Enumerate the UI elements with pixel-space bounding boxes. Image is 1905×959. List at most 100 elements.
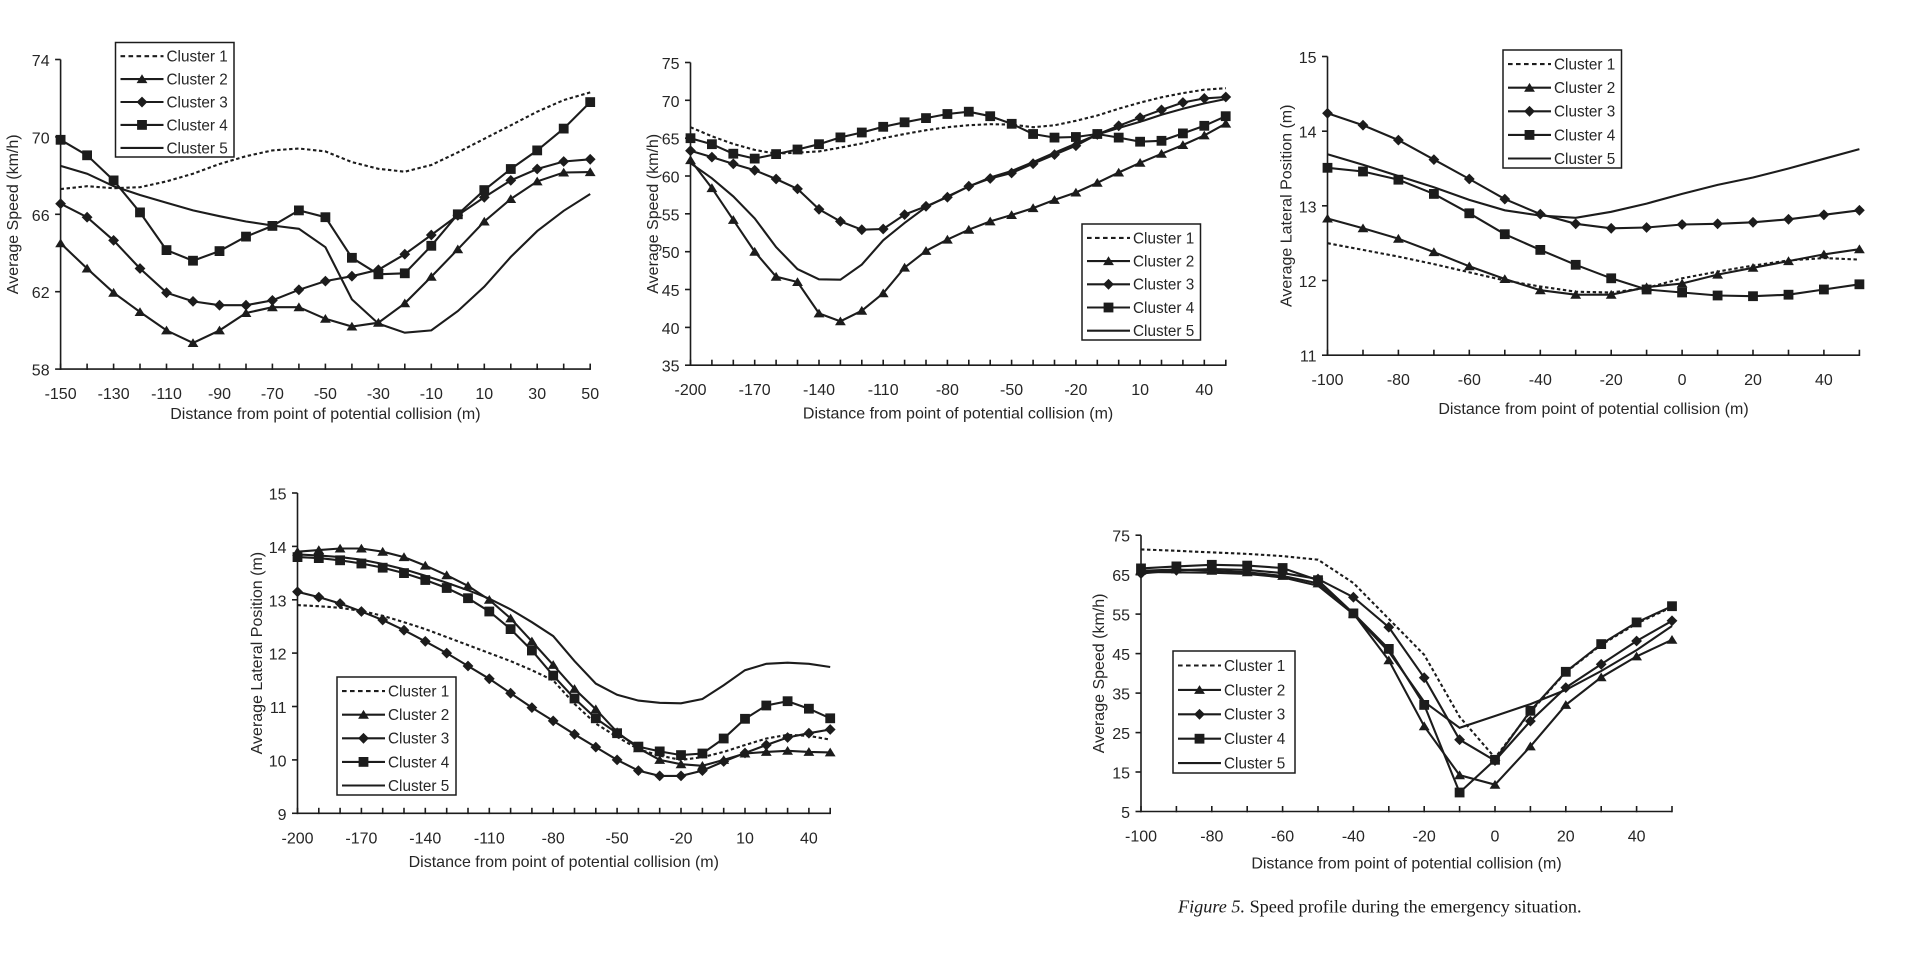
svg-text:Cluster 1: Cluster 1 <box>1224 658 1285 675</box>
svg-text:Cluster 5: Cluster 5 <box>388 778 449 795</box>
svg-text:Cluster 5: Cluster 5 <box>1554 151 1615 168</box>
svg-text:-110: -110 <box>151 386 182 403</box>
svg-text:-20: -20 <box>669 830 692 847</box>
svg-text:-140: -140 <box>803 382 835 399</box>
svg-text:-170: -170 <box>739 382 771 399</box>
svg-text:Cluster 4: Cluster 4 <box>1133 300 1195 317</box>
svg-text:65: 65 <box>1112 568 1130 585</box>
svg-text:Cluster 4: Cluster 4 <box>167 117 229 134</box>
svg-text:Cluster 1: Cluster 1 <box>1133 230 1194 247</box>
svg-text:-80: -80 <box>542 830 565 847</box>
svg-text:Cluster 3: Cluster 3 <box>388 731 449 748</box>
svg-text:-40: -40 <box>1342 829 1365 846</box>
svg-text:-140: -140 <box>409 830 441 847</box>
svg-text:40: 40 <box>1815 372 1833 389</box>
svg-text:-110: -110 <box>868 382 899 399</box>
svg-text:Cluster 3: Cluster 3 <box>1554 104 1615 121</box>
svg-text:10: 10 <box>736 830 754 847</box>
svg-text:55: 55 <box>662 207 680 224</box>
svg-text:15: 15 <box>269 487 287 504</box>
svg-text:74: 74 <box>32 53 50 70</box>
svg-text:Distance from point of potenti: Distance from point of potential collisi… <box>1438 401 1748 418</box>
svg-text:55: 55 <box>1112 608 1130 625</box>
svg-text:Distance from point of potenti: Distance from point of potential collisi… <box>409 854 719 871</box>
svg-text:25: 25 <box>1112 726 1130 743</box>
svg-text:14: 14 <box>1299 125 1317 142</box>
svg-text:50: 50 <box>581 386 599 403</box>
svg-text:10: 10 <box>1131 382 1149 399</box>
svg-text:-80: -80 <box>936 382 959 399</box>
svg-text:Cluster 3: Cluster 3 <box>1133 277 1194 294</box>
svg-text:-130: -130 <box>98 386 130 403</box>
svg-text:40: 40 <box>800 830 818 847</box>
svg-text:-20: -20 <box>1413 829 1436 846</box>
svg-text:Figure 5. Speed profile during: Figure 5. Speed profile during the emerg… <box>1177 897 1582 917</box>
svg-text:35: 35 <box>1112 687 1130 704</box>
svg-text:75: 75 <box>1112 529 1130 546</box>
svg-text:20: 20 <box>1744 372 1762 389</box>
svg-text:70: 70 <box>662 94 680 111</box>
svg-text:62: 62 <box>32 285 50 302</box>
svg-text:-20: -20 <box>1600 372 1623 389</box>
svg-text:Cluster 4: Cluster 4 <box>1224 731 1286 748</box>
svg-text:0: 0 <box>1678 372 1687 389</box>
svg-text:-70: -70 <box>261 386 284 403</box>
svg-text:-10: -10 <box>420 386 443 403</box>
svg-text:40: 40 <box>662 321 680 338</box>
svg-text:-200: -200 <box>674 382 706 399</box>
svg-text:-200: -200 <box>281 830 313 847</box>
svg-text:45: 45 <box>662 283 680 300</box>
svg-text:13: 13 <box>1299 199 1317 216</box>
svg-text:30: 30 <box>528 386 546 403</box>
svg-text:Cluster 2: Cluster 2 <box>167 72 228 89</box>
svg-text:10: 10 <box>269 753 287 770</box>
svg-text:12: 12 <box>269 647 287 664</box>
svg-text:-170: -170 <box>345 830 377 847</box>
svg-text:-90: -90 <box>208 386 231 403</box>
svg-text:40: 40 <box>1628 829 1646 846</box>
svg-text:Average Lateral Position (m): Average Lateral Position (m) <box>1279 105 1296 307</box>
svg-text:Average Speed (km/h): Average Speed (km/h) <box>645 134 662 294</box>
svg-text:40: 40 <box>1195 382 1213 399</box>
svg-text:-60: -60 <box>1271 829 1294 846</box>
svg-text:Cluster 1: Cluster 1 <box>167 49 228 66</box>
svg-text:75: 75 <box>662 56 680 73</box>
svg-text:-50: -50 <box>1000 382 1023 399</box>
svg-text:14: 14 <box>269 540 287 557</box>
svg-text:Average Speed (km/h): Average Speed (km/h) <box>5 134 22 294</box>
svg-text:20: 20 <box>1557 829 1575 846</box>
svg-text:Average Speed (km/h): Average Speed (km/h) <box>1091 594 1108 754</box>
svg-text:Cluster 5: Cluster 5 <box>167 140 228 157</box>
svg-text:65: 65 <box>662 132 680 149</box>
svg-text:9: 9 <box>278 807 287 824</box>
svg-text:66: 66 <box>32 208 50 225</box>
svg-text:Cluster 3: Cluster 3 <box>167 95 228 112</box>
svg-text:Distance from point of potenti: Distance from point of potential collisi… <box>1251 855 1561 872</box>
svg-text:35: 35 <box>662 359 680 376</box>
svg-text:10: 10 <box>475 386 493 403</box>
svg-text:15: 15 <box>1112 766 1130 783</box>
svg-text:45: 45 <box>1112 647 1130 664</box>
svg-text:Cluster 5: Cluster 5 <box>1133 323 1194 340</box>
svg-text:Distance from point of potenti: Distance from point of potential collisi… <box>803 405 1113 422</box>
svg-text:-150: -150 <box>45 386 77 403</box>
svg-text:-80: -80 <box>1200 829 1223 846</box>
svg-text:5: 5 <box>1121 805 1130 822</box>
svg-text:Cluster 2: Cluster 2 <box>388 707 449 724</box>
svg-text:60: 60 <box>662 170 680 187</box>
svg-text:Cluster 4: Cluster 4 <box>1554 127 1616 144</box>
svg-text:-50: -50 <box>606 830 629 847</box>
svg-text:Cluster 4: Cluster 4 <box>388 754 450 771</box>
svg-text:Cluster 2: Cluster 2 <box>1554 80 1615 97</box>
svg-text:0: 0 <box>1491 829 1500 846</box>
svg-text:-100: -100 <box>1125 829 1157 846</box>
svg-text:Distance from point of potenti: Distance from point of potential collisi… <box>170 406 480 423</box>
svg-text:Cluster 1: Cluster 1 <box>1554 57 1615 74</box>
svg-text:-80: -80 <box>1387 372 1410 389</box>
svg-text:11: 11 <box>1300 349 1317 366</box>
svg-text:-110: -110 <box>474 830 505 847</box>
svg-text:15: 15 <box>1299 50 1317 67</box>
svg-text:58: 58 <box>32 363 50 380</box>
svg-text:Cluster 5: Cluster 5 <box>1224 756 1285 773</box>
svg-text:-50: -50 <box>314 386 337 403</box>
